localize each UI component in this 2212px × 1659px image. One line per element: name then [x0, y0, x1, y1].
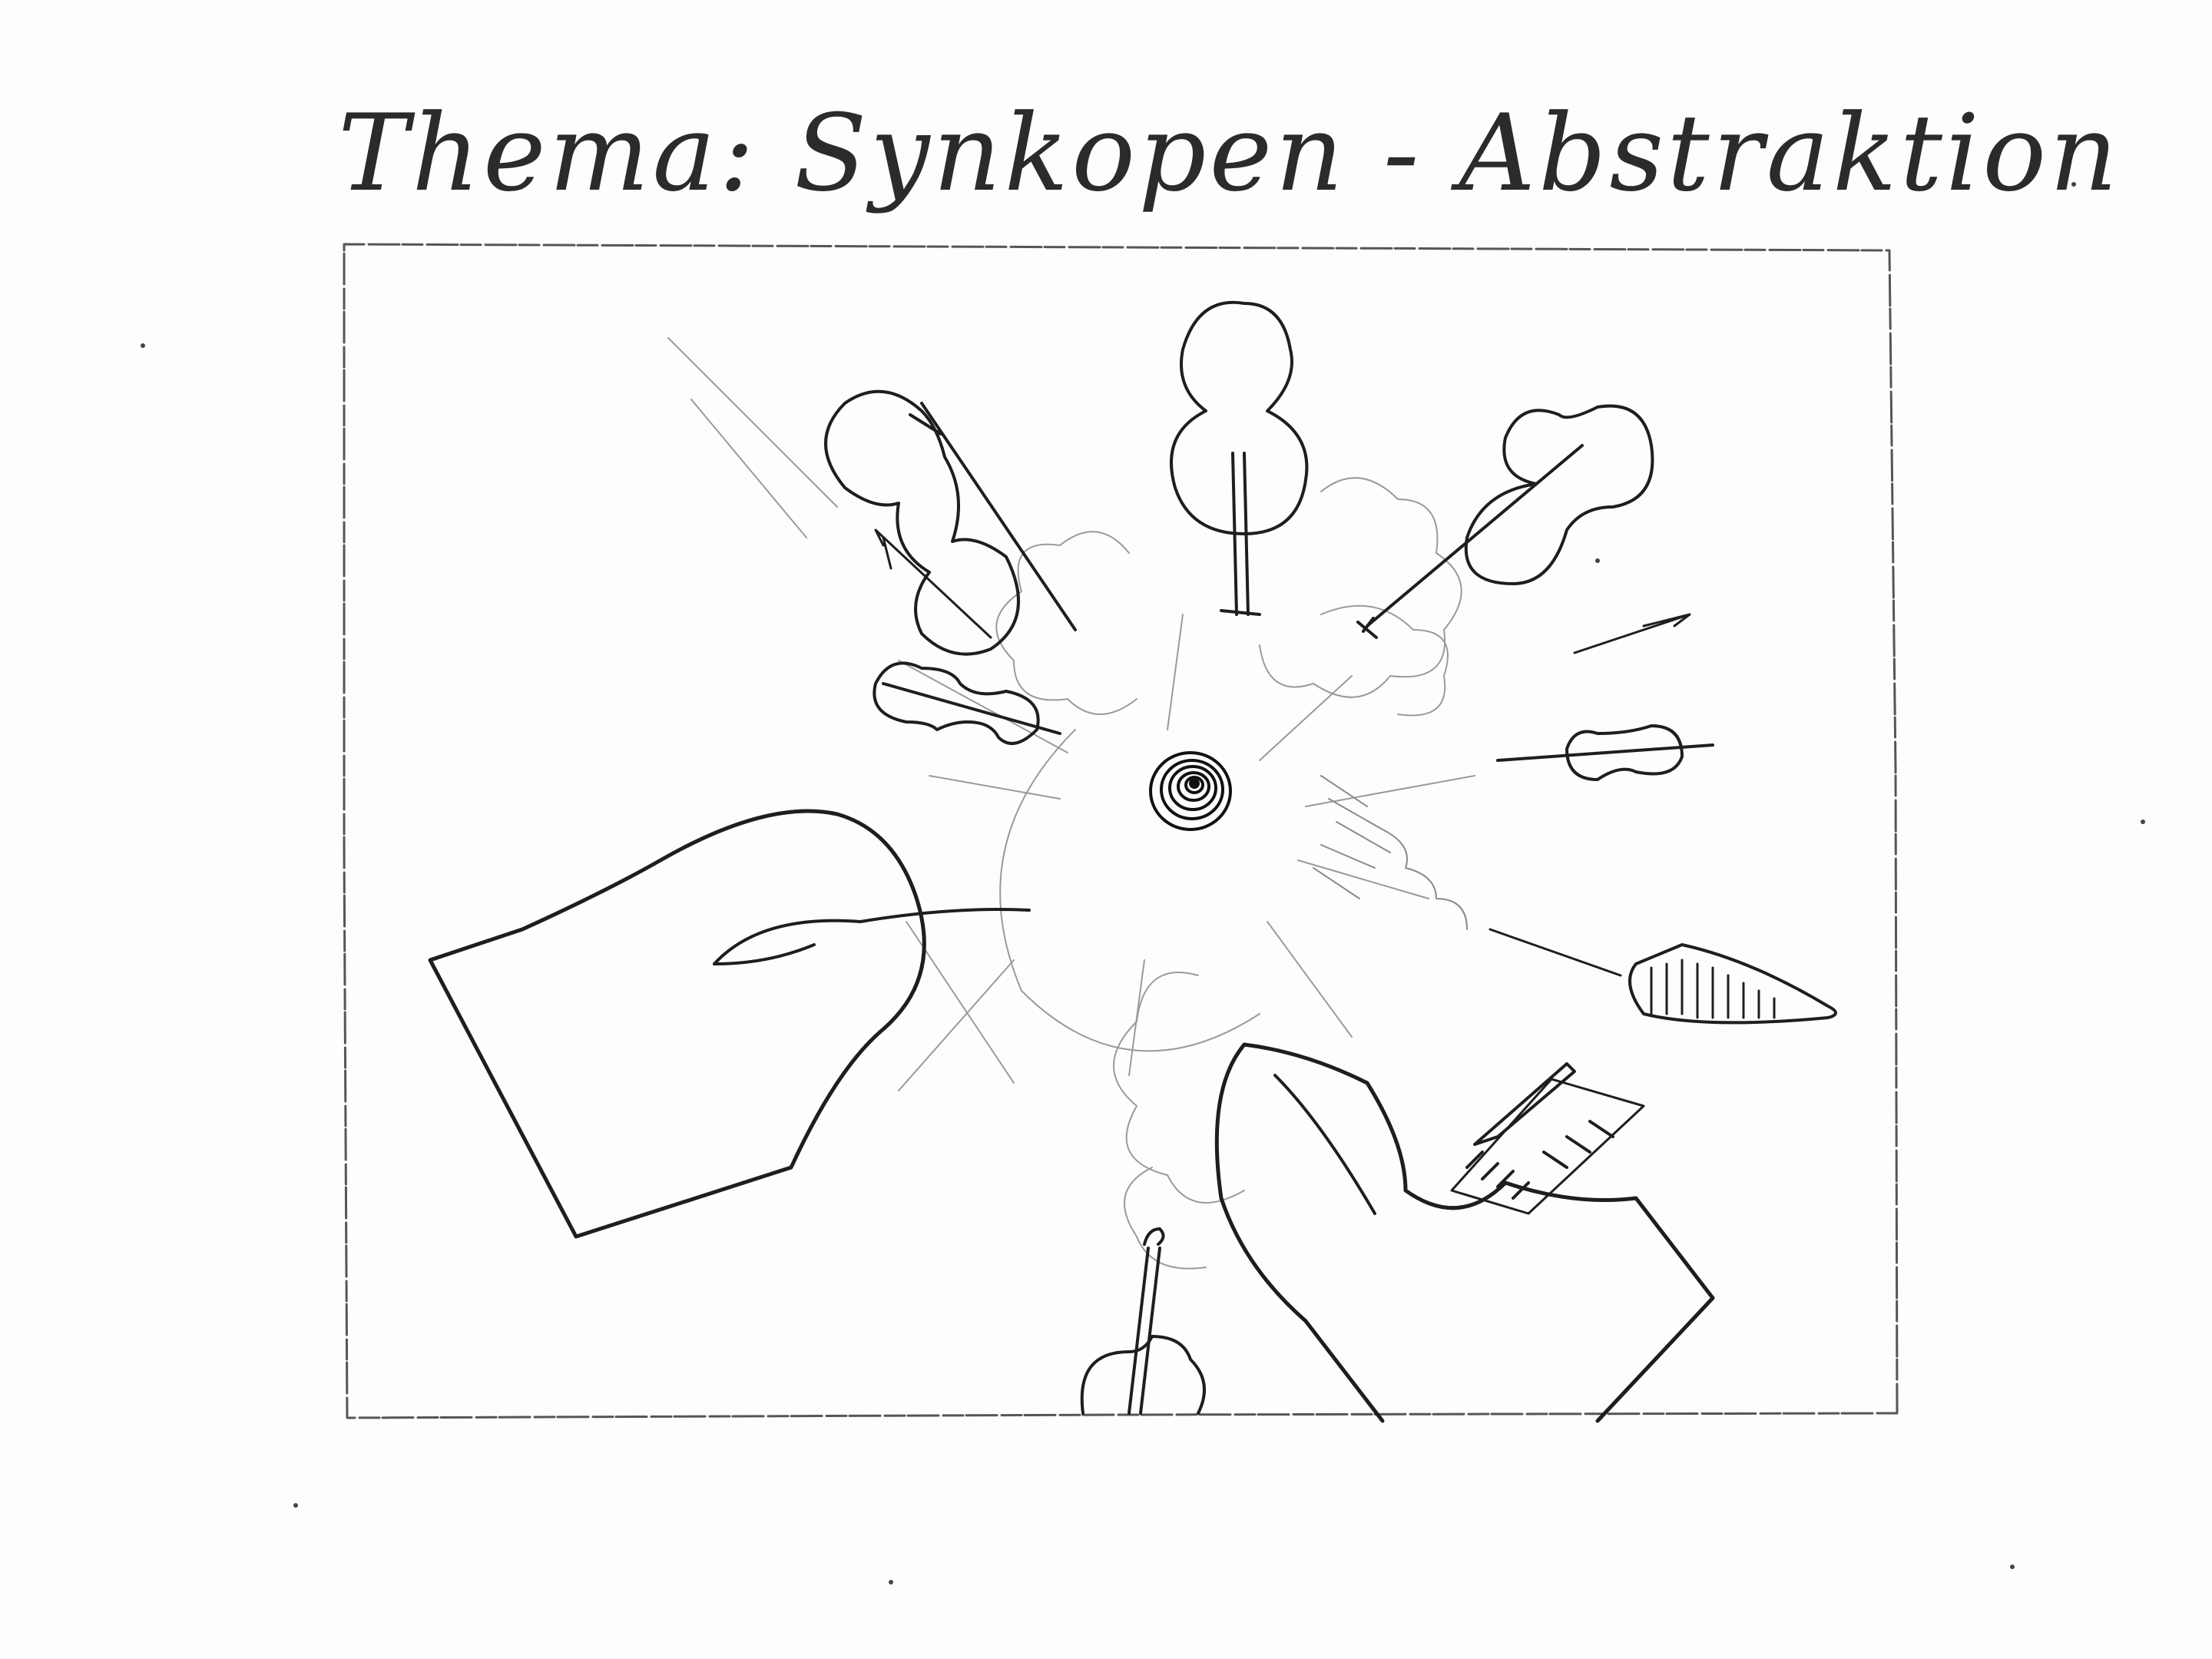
violin-right-small	[1496, 724, 1714, 781]
spiral-vortex	[1149, 751, 1232, 831]
grand-piano-right	[1214, 1042, 1715, 1423]
page-title: Thema: Synkopen - Abstraktion	[338, 91, 2121, 215]
cello-upper-left	[824, 389, 1077, 656]
violin-bottom	[1080, 1227, 1206, 1415]
horn	[1628, 943, 1837, 1025]
music-clouds	[995, 477, 1462, 1270]
grand-piano-left	[428, 809, 1031, 1239]
harp	[1450, 1062, 1645, 1215]
arrow-stroke-left	[874, 528, 992, 639]
violin-left-small	[873, 661, 1061, 745]
violin-upper-right	[1356, 404, 1654, 639]
frame-border	[343, 243, 1899, 1419]
pencil-dots	[141, 182, 2145, 1584]
motion-lines	[667, 337, 1475, 1091]
cello-upper-center	[1170, 300, 1309, 616]
shaded-rays	[1313, 775, 1468, 930]
arrow-stroke	[1573, 613, 1691, 654]
horn-motion-line	[1488, 928, 1622, 977]
